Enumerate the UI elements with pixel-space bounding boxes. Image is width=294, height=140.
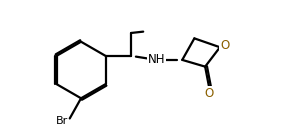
Text: Br: Br	[56, 116, 68, 126]
Text: O: O	[205, 87, 214, 100]
Text: O: O	[220, 39, 229, 52]
Text: NH: NH	[148, 53, 166, 66]
